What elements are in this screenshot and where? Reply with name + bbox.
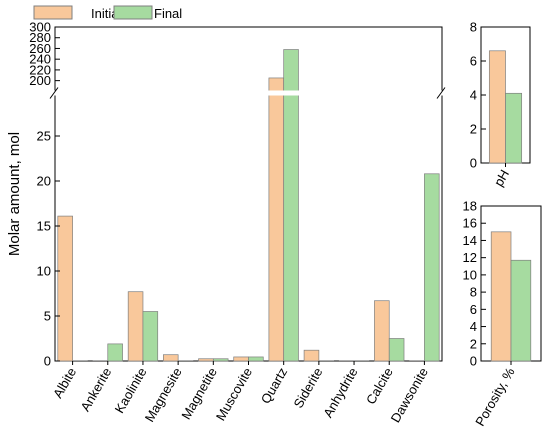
bar-ankerite-initial [92,360,109,362]
y-tick-label: 280 [29,30,51,45]
bar-final [510,259,532,362]
bar-final [505,92,523,164]
bar-calcite-initial [374,300,390,362]
y-tick-label: 0 [470,156,477,171]
y-tick-label: 260 [29,41,51,56]
y-tick-label: 16 [463,216,477,231]
y-tick-label: 4 [470,319,477,334]
y-tick-label: 240 [29,52,51,67]
porosity-chart: 0 2 4 6 8 10 12 14 16 18 Porosity, % [463,199,542,429]
bar-ankerite-final [107,343,123,362]
bar-siderite-initial [303,349,320,362]
x-tick-label: Albite [50,365,79,401]
bar-albite-initial [57,215,73,362]
bar-quartz-initial [268,77,285,362]
bar-quartz-final [283,49,299,362]
y-tick-label: 220 [29,62,51,77]
bar-siderite-final [318,360,334,362]
y-tick-label: 10 [37,264,51,279]
x-tick-label: Porosity, % [472,365,518,429]
legend-swatch-initial [33,5,73,20]
x-tick-label: Calcite [363,365,396,407]
y-tick-label: 15 [37,219,51,234]
bar-initial [490,231,512,362]
y-tick-label: 4 [470,88,477,103]
x-tick-label: Ankerite [78,365,115,414]
bar-magnesite-initial [163,354,179,362]
y-tick-label: 8 [470,20,477,35]
y-tick-label: 25 [37,129,51,144]
y-tick-label: 0 [470,354,477,369]
y-tick-label: 5 [44,309,51,324]
bar-magnetite-initial [198,358,214,362]
molar-amount-chart: AlbiteAnkeriteKaoliniteMagnesiteMagnetit… [6,20,448,425]
y-axis-title: Molar amount, mol [6,132,23,256]
bar-initial [488,50,506,164]
bar-muscovite-final [248,356,264,362]
x-tick-label: Kaolinite [112,365,150,416]
y-tick-label: 2 [470,336,477,351]
y-tick-label: 0 [44,354,51,369]
y-tick-label: 2 [470,122,477,137]
y-tick-label: 300 [29,20,51,35]
legend: Initial Final [33,5,182,21]
y-tick-label: 10 [463,267,477,282]
bar-calcite-final [388,338,405,362]
axis-break-gap [49,90,448,96]
x-tick-label: Siderite [290,365,325,411]
y-tick-label: 8 [470,285,477,300]
legend-swatch-final [113,5,153,20]
bar-magnetite-final [212,358,229,362]
bar-dawsonite-final [424,173,440,362]
y-tick-label: 200 [29,73,51,88]
y-tick-label: 18 [463,199,477,214]
x-tick-label: Quartz [258,365,290,406]
bar-anhydrite-initial [338,360,355,362]
x-tick-label: Anhydrite [320,365,360,420]
y-tick-label: 6 [470,302,477,317]
axis-break-mark [436,87,446,99]
axis-break-mark [49,87,59,99]
bar-albite-final [72,360,88,362]
y-tick-label: 12 [463,250,477,265]
bar-muscovite-initial [233,356,249,362]
y-tick-label: 20 [37,174,51,189]
bar-kaolinite-initial [127,291,144,362]
y-tick-label: 14 [463,233,477,248]
bar-anhydrite-final [353,360,370,362]
x-tick-label: pH [491,167,512,189]
y-tick-label: 6 [470,54,477,69]
legend-label-final: Final [154,6,182,21]
ph-chart: 0 2 4 6 8 pH [470,20,531,189]
bar-dawsonite-initial [409,360,425,362]
bar-magnesite-final [177,360,194,362]
bar-kaolinite-final [142,311,159,362]
